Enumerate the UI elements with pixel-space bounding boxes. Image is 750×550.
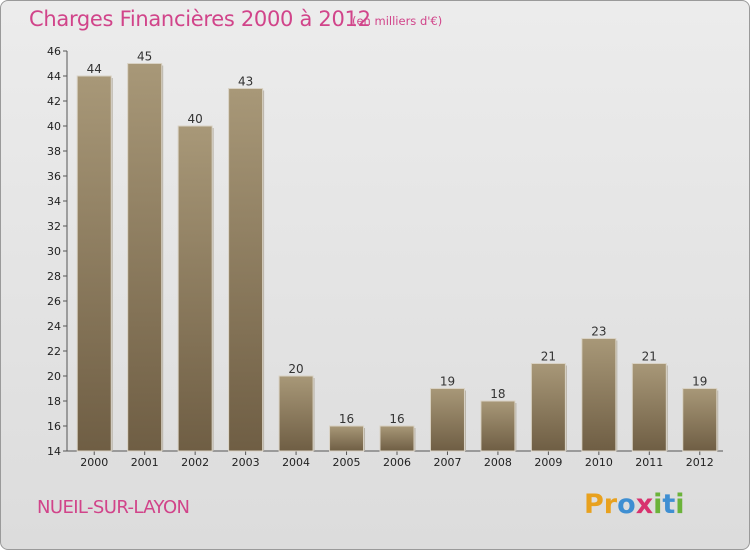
y-tick-label: 34 bbox=[47, 195, 61, 208]
x-tick-label: 2004 bbox=[282, 456, 310, 469]
bar-value-label: 21 bbox=[541, 350, 556, 364]
x-tick-label: 2012 bbox=[686, 456, 714, 469]
bar-value-label: 16 bbox=[339, 412, 354, 426]
bar-value-label: 43 bbox=[238, 75, 253, 89]
bar-value-label: 23 bbox=[591, 325, 606, 339]
bar bbox=[480, 400, 516, 452]
proxiti-logo: Proxiti bbox=[584, 489, 685, 520]
bar-value-label: 20 bbox=[288, 362, 303, 376]
bar bbox=[228, 88, 264, 452]
x-tick-label: 2006 bbox=[383, 456, 411, 469]
y-tick-label: 20 bbox=[47, 370, 61, 383]
x-tick-label: 2009 bbox=[534, 456, 562, 469]
y-tick-label: 42 bbox=[47, 95, 61, 108]
y-tick-label: 16 bbox=[47, 420, 61, 433]
chart-subtitle: (en milliers d'€) bbox=[352, 14, 443, 28]
y-tick-label: 38 bbox=[47, 145, 61, 158]
y-tick-label: 30 bbox=[47, 245, 61, 258]
y-tick-label: 24 bbox=[47, 320, 61, 333]
y-tick-label: 28 bbox=[47, 270, 61, 283]
bar bbox=[631, 363, 667, 452]
chart-data-labels: 44 45 40 43 20 16 16 19 18 21 23 21 19 bbox=[87, 50, 708, 427]
bar bbox=[682, 388, 718, 452]
y-tick-label: 32 bbox=[47, 220, 61, 233]
x-tick-label: 2005 bbox=[333, 456, 361, 469]
bar-value-label: 18 bbox=[490, 387, 505, 401]
bar bbox=[127, 63, 163, 452]
y-tick-label: 22 bbox=[47, 345, 61, 358]
bar bbox=[581, 338, 617, 452]
x-tick-label: 2003 bbox=[232, 456, 260, 469]
x-tick-label: 2011 bbox=[635, 456, 663, 469]
bar bbox=[177, 125, 213, 452]
bar-value-label: 16 bbox=[389, 412, 404, 426]
y-tick-label: 36 bbox=[47, 170, 61, 183]
x-tick-label: 2010 bbox=[585, 456, 613, 469]
y-tick-label: 46 bbox=[47, 45, 61, 58]
bar-value-label: 19 bbox=[440, 375, 455, 389]
logo-letter: P bbox=[584, 489, 604, 520]
logo-letter: r bbox=[603, 489, 618, 520]
logo-letter: i bbox=[653, 489, 663, 520]
bar bbox=[278, 375, 314, 452]
chart-bars bbox=[76, 63, 719, 452]
logo-letter: i bbox=[675, 489, 685, 520]
bar bbox=[530, 363, 566, 452]
x-tick-label: 2001 bbox=[131, 456, 159, 469]
logo-letter: t bbox=[662, 489, 676, 520]
bar bbox=[76, 75, 112, 452]
chart-axes: 14 16 18 20 22 24 26 28 30 32 34 36 38 40 42 44 46 2000 20… bbox=[47, 45, 723, 469]
x-tick-label: 2000 bbox=[80, 456, 108, 469]
bar-value-label: 44 bbox=[87, 62, 102, 76]
y-tick-label: 44 bbox=[47, 70, 61, 83]
y-tick-label: 18 bbox=[47, 395, 61, 408]
bar bbox=[429, 388, 465, 452]
bar-value-label: 21 bbox=[642, 350, 657, 364]
y-tick-label: 26 bbox=[47, 295, 61, 308]
logo-letter: o bbox=[617, 489, 636, 520]
y-tick-label: 14 bbox=[47, 445, 61, 458]
bar-value-label: 40 bbox=[188, 112, 203, 126]
commune-name: NUEIL-SUR-LAYON bbox=[37, 497, 190, 518]
bar bbox=[379, 425, 415, 452]
bar-value-label: 19 bbox=[692, 375, 707, 389]
x-tick-label: 2002 bbox=[181, 456, 209, 469]
logo-letter: x bbox=[635, 489, 654, 520]
x-tick-label: 2007 bbox=[433, 456, 461, 469]
chart-title: Charges Financières 2000 à 2012 bbox=[29, 7, 371, 31]
bar-value-label: 45 bbox=[137, 50, 152, 64]
x-tick-label: 2008 bbox=[484, 456, 512, 469]
bar bbox=[329, 425, 365, 452]
y-tick-label: 40 bbox=[47, 120, 61, 133]
